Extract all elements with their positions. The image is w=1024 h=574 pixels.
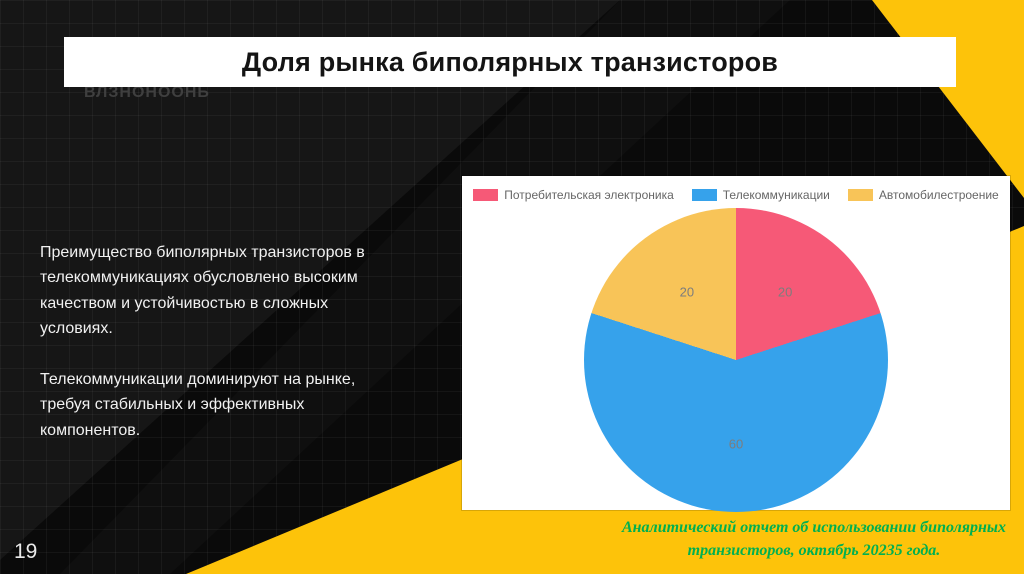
footer-note-line: транзисторов, октябрь 20235 года. [687,541,941,559]
legend-item-consumer-electronics: Потребительская электроника [473,188,674,202]
chart-legend: Потребительская электроника Телекоммуник… [462,176,1010,204]
legend-swatch [473,189,499,201]
charcoal-band-top-left [0,0,620,560]
legend-swatch [691,189,717,201]
legend-label: Потребительская электроника [504,188,674,202]
legend-label: Автомобилестроение [878,188,999,202]
yellow-corner-top-right [872,0,1024,198]
body-paragraph: Телекоммуникации доминируют на рынке, тр… [40,371,356,439]
body-text-block: Преимущество биполярных транзисторов в т… [40,240,402,443]
title-banner: Доля рынка биполярных транзисторов [64,37,956,87]
legend-label: Телекоммуникации [722,188,830,202]
pie-chart [584,208,888,512]
footer-note-line: Аналитический отчет об использовании бип… [621,518,1006,536]
pie-slice-label: 20 [679,284,695,300]
legend-item-automotive: Автомобилестроение [847,188,999,202]
chart-card: Потребительская электроника Телекоммуник… [462,176,1010,512]
page-number: 19 [14,540,38,563]
legend-swatch [847,189,873,201]
slide-title: Доля рынка биполярных транзисторов [241,46,779,77]
footer-note: Аналитический отчет об использовании бип… [622,516,1006,562]
body-paragraph: Преимущество биполярных транзисторов в т… [40,244,365,337]
pie-slice-label: 60 [728,436,744,452]
legend-item-telecommunications: Телекоммуникации [691,188,830,202]
pie-chart-area: 20 60 20 [584,208,888,512]
pie-slice-label: 20 [777,284,793,300]
watermark-text: ВЛЗНОНООНЬ [84,84,210,101]
